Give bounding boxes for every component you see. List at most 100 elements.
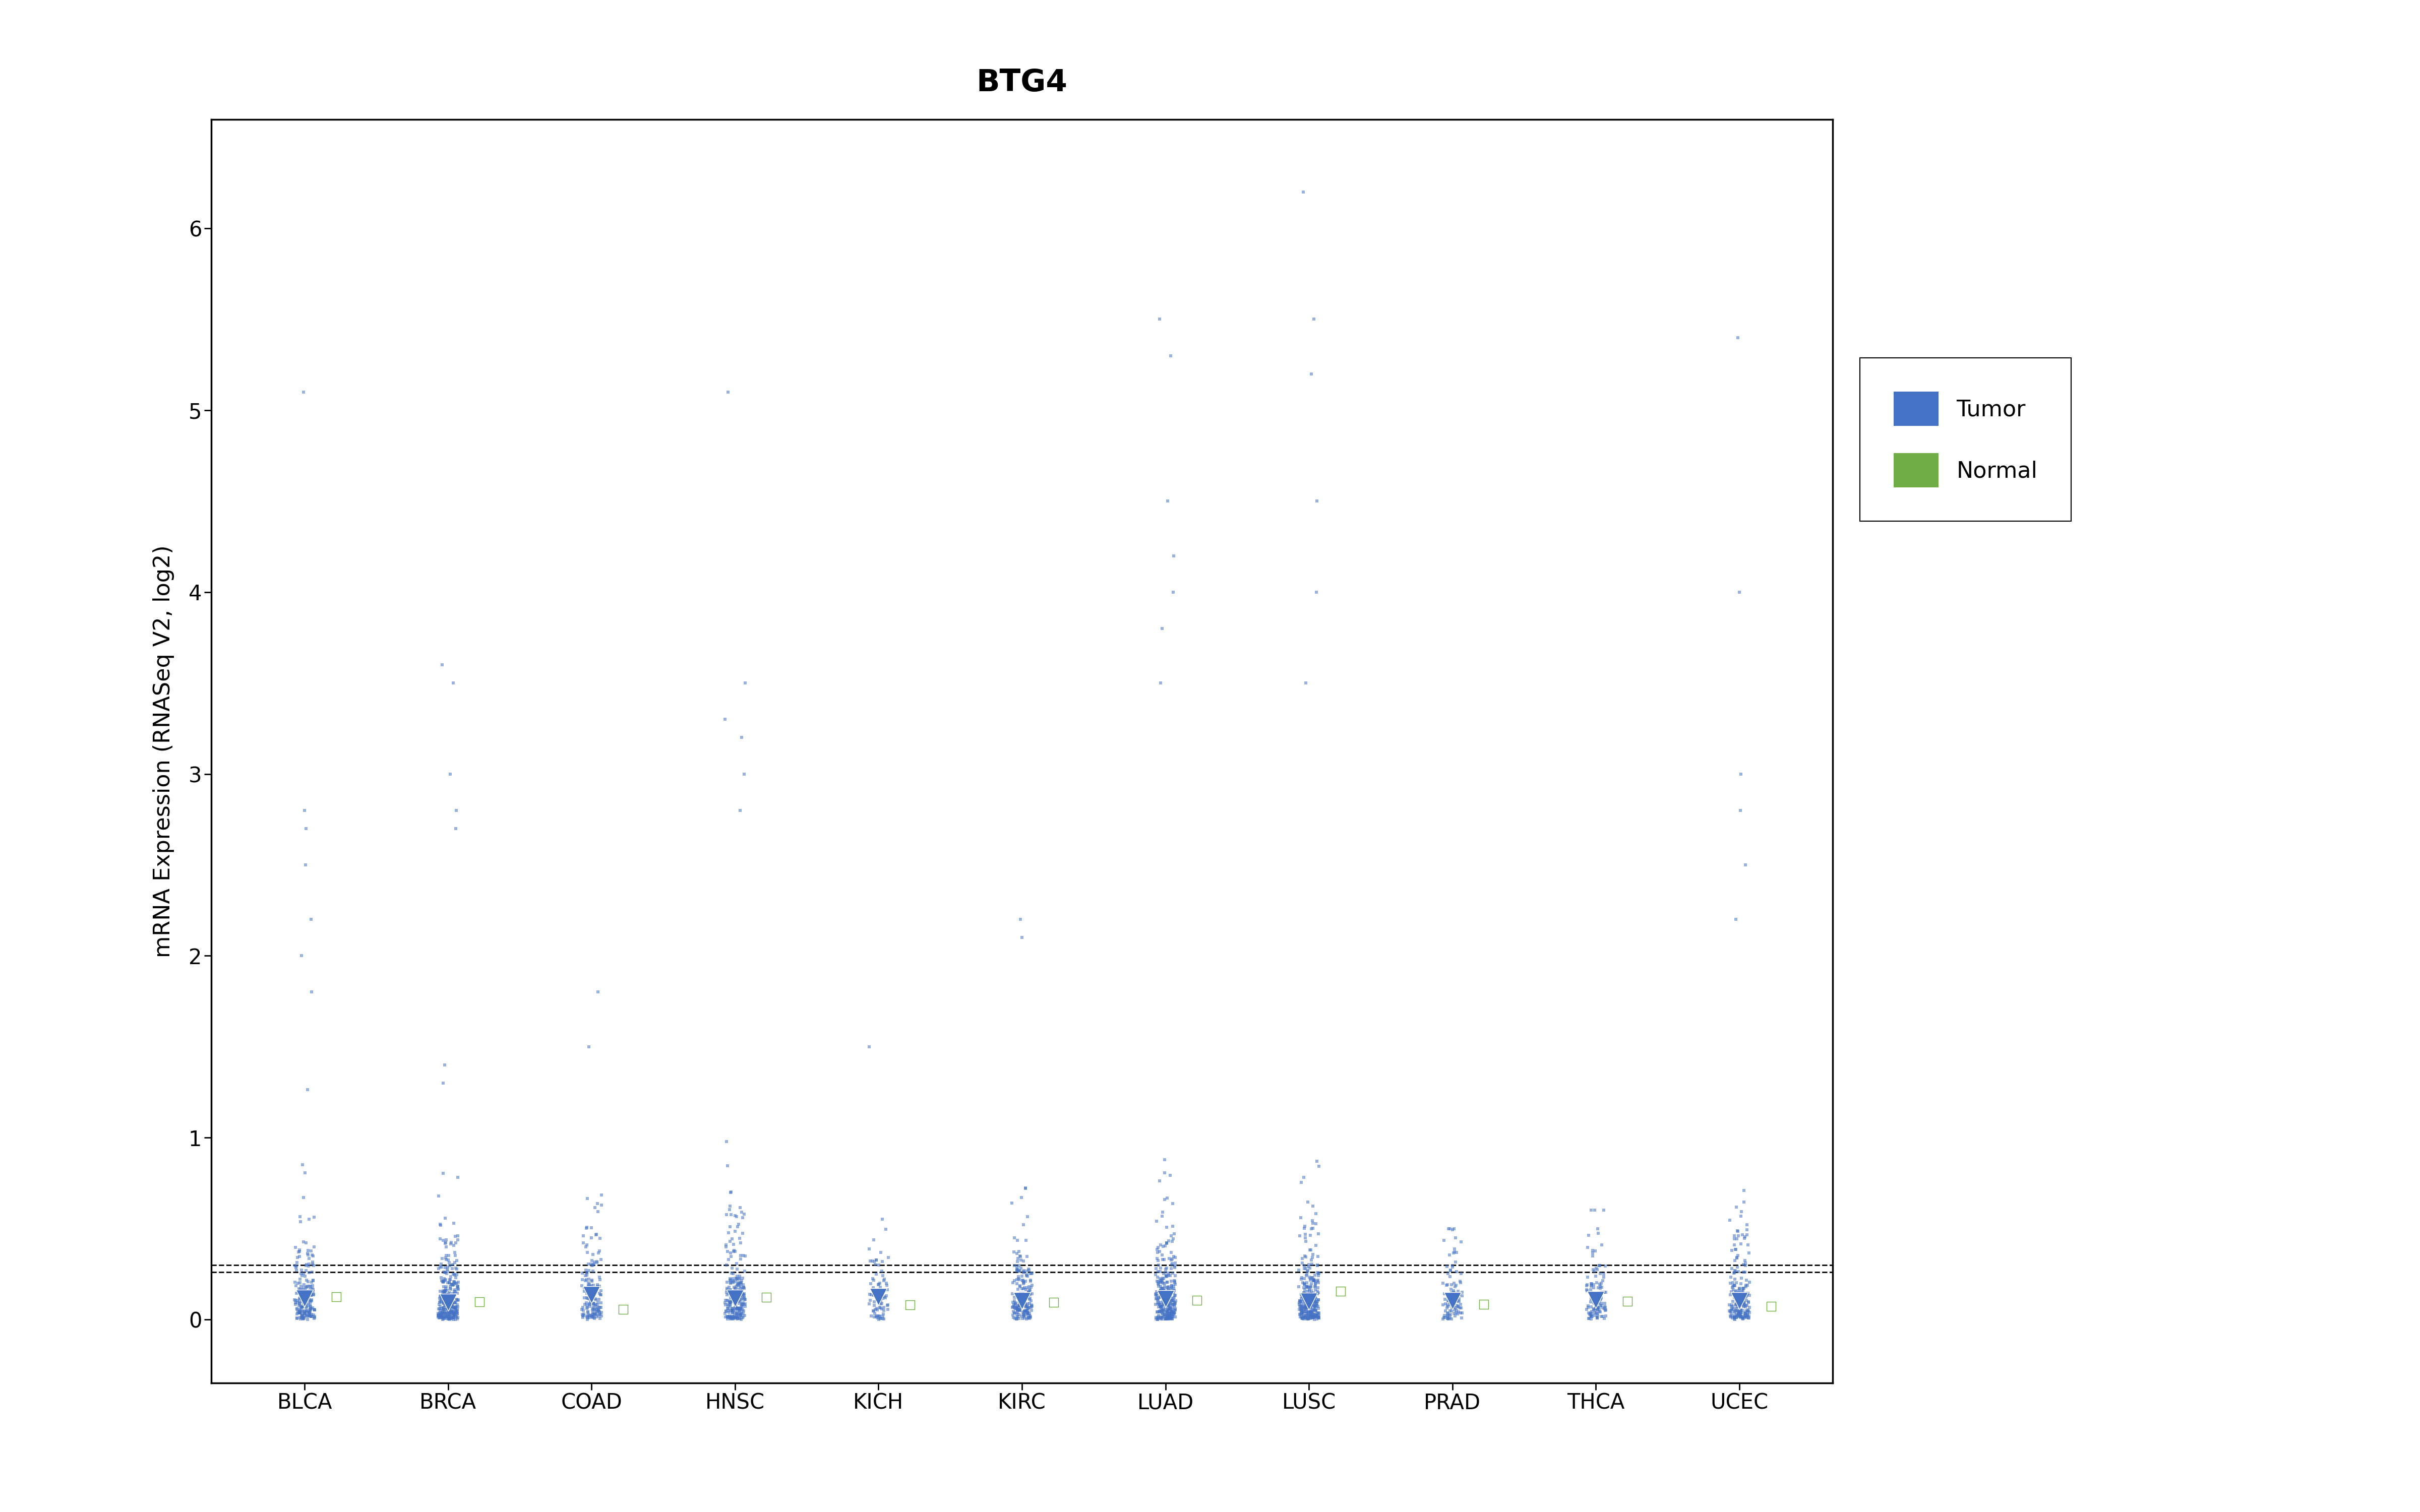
Point [433, 1282, 472, 1306]
Point [866, 1217, 905, 1241]
Point [1435, 1250, 1474, 1275]
Point [426, 1303, 465, 1328]
Point [438, 1287, 477, 1311]
Point [714, 1306, 753, 1331]
Point [290, 1299, 329, 1323]
Point [1575, 1288, 1614, 1312]
Point [283, 1285, 322, 1309]
Point [1137, 1287, 1176, 1311]
Point [1150, 1303, 1188, 1328]
Point [276, 1255, 315, 1279]
Point [726, 1284, 765, 1308]
Point [1137, 1240, 1176, 1264]
Point [276, 1288, 315, 1312]
Point [1007, 1299, 1045, 1323]
Point [714, 1240, 753, 1264]
Point [1573, 1281, 1612, 1305]
Point [574, 1252, 612, 1276]
Point [431, 1288, 469, 1312]
Point [1152, 1276, 1191, 1300]
Point [433, 1234, 472, 1258]
Point [1435, 1226, 1474, 1250]
Point [431, 1306, 469, 1331]
Point [433, 1285, 472, 1309]
Point [995, 1299, 1033, 1323]
Point [1295, 1294, 1333, 1318]
Point [995, 1288, 1033, 1312]
Point [574, 1278, 612, 1302]
Point [724, 1293, 762, 1317]
Point [281, 1276, 319, 1300]
Point [428, 1270, 467, 1294]
Point [1142, 1293, 1181, 1317]
Point [891, 1293, 929, 1317]
Point [419, 1303, 457, 1328]
Point [295, 1305, 334, 1329]
Point [286, 1285, 324, 1309]
Point [1152, 1240, 1191, 1264]
Point [864, 1264, 903, 1288]
Point [724, 1205, 762, 1229]
Point [1425, 1299, 1464, 1323]
Point [426, 1275, 465, 1299]
Point [436, 1303, 474, 1328]
Point [1300, 1261, 1338, 1285]
Point [293, 1296, 332, 1320]
Point [1009, 1284, 1048, 1308]
Legend: Tumor, Normal: Tumor, Normal [1861, 358, 2072, 522]
Point [999, 1240, 1038, 1264]
Point [1009, 1303, 1048, 1328]
Point [295, 1235, 334, 1259]
Point [1137, 1306, 1176, 1331]
Point [1287, 1293, 1326, 1317]
Point [857, 1305, 895, 1329]
Point [1150, 1297, 1188, 1321]
Point [1012, 1299, 1050, 1323]
Point [564, 1231, 603, 1255]
Point [864, 1299, 903, 1323]
Point [1154, 1253, 1193, 1278]
Point [1142, 1276, 1181, 1300]
Point [566, 1285, 605, 1309]
Point [569, 1303, 607, 1328]
Point [997, 1300, 1036, 1325]
Point [995, 1226, 1033, 1250]
Point [1583, 1272, 1621, 1296]
Point [576, 1306, 615, 1331]
Point [1718, 1246, 1757, 1270]
Point [711, 1294, 750, 1318]
Point [1428, 1273, 1467, 1297]
Point [1718, 1290, 1757, 1314]
Point [578, 1191, 617, 1216]
Point [1002, 1296, 1041, 1320]
Point [1280, 1223, 1319, 1247]
Point [1150, 1291, 1188, 1315]
Point [288, 1293, 327, 1317]
Point [433, 1284, 472, 1308]
Point [428, 1297, 467, 1321]
Point [1145, 1287, 1183, 1311]
Point [1728, 1281, 1767, 1305]
Point [1142, 1270, 1181, 1294]
Point [1718, 1243, 1757, 1267]
Point [1721, 581, 1759, 605]
Point [431, 1308, 469, 1332]
Point [1142, 1294, 1181, 1318]
Point [286, 1306, 324, 1331]
Point [1730, 1296, 1769, 1320]
Point [424, 1161, 462, 1185]
Point [290, 1252, 329, 1276]
Point [428, 1278, 467, 1302]
Point [576, 1223, 615, 1247]
Point [859, 1285, 898, 1309]
Point [709, 1154, 748, 1178]
Point [1583, 1281, 1621, 1305]
Point [1140, 1306, 1179, 1331]
Point [1721, 1303, 1759, 1328]
Point [295, 1297, 334, 1321]
Point [421, 1287, 460, 1311]
Point [859, 1272, 898, 1296]
Point [428, 1290, 467, 1314]
Point [574, 1269, 612, 1293]
Point [719, 1306, 757, 1331]
